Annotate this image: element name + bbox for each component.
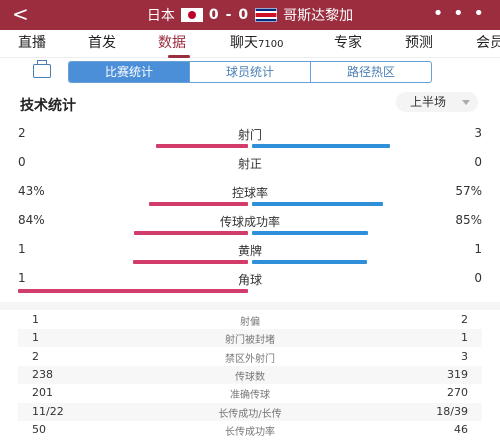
home-score: 0 <box>208 7 220 23</box>
away-detail-value: 1 <box>461 331 468 344</box>
tab-predict[interactable]: 预测 <box>405 35 433 51</box>
away-stat-bar <box>252 202 384 206</box>
home-stat-value: 84% <box>18 213 45 227</box>
home-detail-value: 2 <box>32 350 39 363</box>
home-stat-bar <box>156 144 248 148</box>
stat-row: 0 射正 0 <box>0 155 500 185</box>
home-stat-value: 43% <box>18 184 45 198</box>
detail-label: 禁区外射门 <box>225 354 275 365</box>
period-select[interactable]: 上半场 <box>396 92 478 112</box>
detail-label: 射偏 <box>240 317 260 328</box>
back-icon[interactable]: < <box>12 2 29 26</box>
tab-live[interactable]: 直播 <box>18 35 46 51</box>
clipboard-icon[interactable] <box>33 60 51 78</box>
away-detail-value: 46 <box>454 423 468 436</box>
detail-row-stripe <box>18 329 482 347</box>
stat-label: 控球率 <box>231 186 268 200</box>
away-detail-value: 319 <box>447 368 468 381</box>
chevron-down-icon <box>462 100 470 105</box>
home-stat-bar <box>133 231 248 235</box>
away-stat-bar <box>252 260 367 264</box>
home-team-name: 日本 <box>146 8 175 24</box>
costa-rica-flag-icon <box>255 8 278 22</box>
stat-row: 43% 控球率 57% <box>0 184 500 214</box>
detail-row: 2 禁区外射门 3 <box>18 350 482 366</box>
detail-row: 201 准确传球 270 <box>18 386 482 402</box>
away-team-name: 哥斯达黎加 <box>283 8 354 24</box>
detail-row: 238 传球数 319 <box>18 368 482 384</box>
home-stat-bar <box>149 202 248 206</box>
away-stat-value: 57% <box>455 184 482 198</box>
away-stat-value: 3 <box>474 126 482 140</box>
home-detail-value: 1 <box>32 313 39 326</box>
detail-label: 射门被封堵 <box>225 335 275 346</box>
segment-player-stats[interactable]: 球员统计 <box>190 62 311 82</box>
home-stat-value: 2 <box>18 126 26 140</box>
detail-row-stripe <box>18 403 482 421</box>
away-detail-value: 3 <box>461 350 468 363</box>
more-options-icon[interactable]: • • • <box>432 3 486 24</box>
chat-count: 7100 <box>258 39 284 50</box>
detail-row: 1 射门被封堵 1 <box>18 331 482 347</box>
period-label: 上半场 <box>410 95 447 109</box>
away-stat-value: 85% <box>455 213 482 227</box>
active-tab-indicator <box>168 55 190 58</box>
tab-chat[interactable]: 聊天7100 <box>230 35 284 51</box>
section-divider <box>0 302 500 310</box>
home-detail-value: 201 <box>32 386 53 399</box>
segment-group: 比赛统计 球员统计 路径热区 <box>68 61 432 83</box>
away-detail-value: 270 <box>447 386 468 399</box>
home-detail-value: 1 <box>32 331 39 344</box>
away-detail-value: 18/39 <box>436 405 468 418</box>
stat-row: 2 射门 3 <box>0 126 500 156</box>
match-tabs: 直播 首发 数据 聊天7100 专家 预测 会员 <box>0 30 500 58</box>
tab-data[interactable]: 数据 <box>158 35 186 51</box>
japan-flag-icon <box>180 8 203 22</box>
stat-label: 射正 <box>237 157 262 171</box>
section-title: 技术统计 <box>20 98 76 114</box>
home-stat-bar <box>18 289 248 293</box>
detail-label: 长传成功率 <box>225 427 275 438</box>
stat-label: 射门 <box>237 128 262 142</box>
away-stat-bar <box>252 231 368 235</box>
scoreline: 日本 0 - 0 哥斯达黎加 <box>0 5 500 25</box>
detail-row: 50 长传成功率 46 <box>18 423 482 439</box>
stat-row: 1 角球 0 <box>0 271 500 301</box>
home-stat-value: 1 <box>18 271 26 285</box>
detail-row: 11/22 长传成功/长传 18/39 <box>18 405 482 421</box>
detail-label: 传球数 <box>235 372 265 383</box>
stat-label: 传球成功率 <box>219 215 280 229</box>
tab-lineup[interactable]: 首发 <box>88 35 116 51</box>
detail-label: 长传成功/长传 <box>218 409 282 420</box>
stat-label: 黄牌 <box>237 244 262 258</box>
home-stat-value: 0 <box>18 155 26 169</box>
home-stat-value: 1 <box>18 242 26 256</box>
segment-heatmap[interactable]: 路径热区 <box>346 65 395 79</box>
away-detail-value: 2 <box>461 313 468 326</box>
stat-label: 角球 <box>237 273 262 287</box>
away-stat-value: 0 <box>474 155 482 169</box>
tab-experts[interactable]: 专家 <box>334 35 362 51</box>
home-stat-bar <box>133 260 248 264</box>
stat-row: 1 黄牌 1 <box>0 242 500 272</box>
away-score: 0 <box>238 7 250 23</box>
tab-member[interactable]: 会员 <box>476 35 500 51</box>
away-stat-bar <box>252 144 390 148</box>
segment-match-stats[interactable]: 比赛统计 <box>69 62 190 82</box>
away-stat-value: 0 <box>474 271 482 285</box>
detail-row-stripe <box>18 366 482 384</box>
home-detail-value: 50 <box>32 423 46 436</box>
home-detail-value: 11/22 <box>32 405 64 418</box>
away-stat-value: 1 <box>474 242 482 256</box>
home-detail-value: 238 <box>32 368 53 381</box>
score-separator: - <box>225 7 233 23</box>
stat-row: 84% 传球成功率 85% <box>0 213 500 243</box>
detail-row: 1 射偏 2 <box>18 313 482 329</box>
match-header: < 日本 0 - 0 哥斯达黎加 • • • <box>0 0 500 30</box>
detail-label: 准确传球 <box>230 390 270 401</box>
